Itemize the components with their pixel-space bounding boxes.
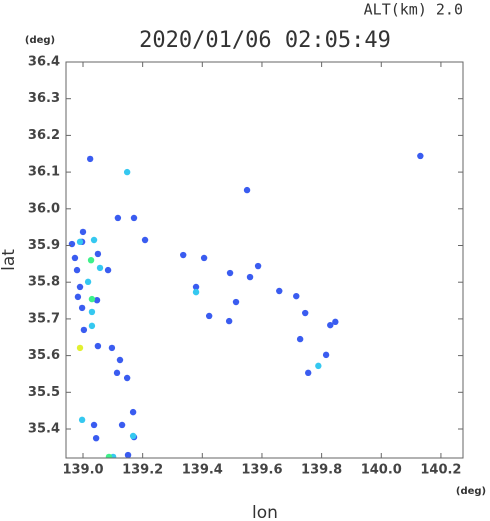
y-tick-label: 36.4 <box>28 55 60 70</box>
echo-point <box>293 292 300 300</box>
echo-point <box>108 344 116 352</box>
echo-point <box>78 304 86 312</box>
echo-point <box>93 296 101 304</box>
plot-frame <box>65 61 464 459</box>
y-tick-label: 35.5 <box>28 385 60 400</box>
echo-point <box>205 312 213 320</box>
echo-point <box>88 295 96 303</box>
echo-point <box>94 342 102 350</box>
echo-point <box>180 251 187 259</box>
echo-point <box>141 236 149 244</box>
echo-point <box>78 416 86 424</box>
x-tick-label: 139.0 <box>62 463 103 478</box>
y-tick-label: 35.4 <box>28 422 60 437</box>
echo-point <box>74 293 82 301</box>
y-axis-label: lat <box>0 249 19 271</box>
echo-point <box>113 369 121 377</box>
echo-point <box>90 236 98 244</box>
x-tick-label: 139.2 <box>122 463 163 478</box>
echo-point <box>332 318 339 326</box>
chart-title: 2020/01/06 02:05:49 <box>139 28 391 53</box>
echo-point <box>226 269 234 277</box>
echo-point <box>73 266 81 274</box>
echo-point <box>200 254 208 262</box>
echo-point <box>302 309 309 317</box>
echo-point <box>94 250 102 258</box>
echo-point <box>87 256 95 264</box>
echo-point <box>68 240 76 248</box>
echo-point <box>124 451 132 458</box>
echo-point <box>129 408 137 416</box>
plot-area <box>68 152 424 458</box>
echo-point <box>84 278 92 286</box>
echo-point <box>192 283 200 291</box>
y-tick-label: 36.2 <box>28 128 60 143</box>
echo-point <box>80 326 88 334</box>
y-tick-label: 36.1 <box>28 165 60 180</box>
echo-point <box>88 322 96 330</box>
echo-point <box>243 186 251 194</box>
echo-point <box>315 362 322 370</box>
x-unit: (deg) <box>456 486 486 497</box>
echo-point <box>254 262 262 270</box>
echo-point <box>76 238 84 246</box>
altitude: ALT(km) 2.0 <box>364 1 463 19</box>
y-tick-label: 35.8 <box>28 275 60 290</box>
echo-point <box>71 254 79 262</box>
echo-point <box>116 356 124 364</box>
echo-point <box>105 453 113 458</box>
echo-point <box>327 321 334 329</box>
echo-point <box>123 168 131 176</box>
x-tick-label: 140.2 <box>420 463 461 478</box>
echo-point <box>296 335 304 343</box>
echo-point <box>104 266 112 274</box>
echo-point <box>88 308 96 316</box>
echo-point <box>92 434 100 442</box>
y-tick-label: 35.6 <box>28 348 60 363</box>
echo-point <box>225 317 233 325</box>
y-tick-label: 36.0 <box>28 201 60 216</box>
echo-point <box>192 288 200 296</box>
echo-point <box>76 344 84 352</box>
echo-point <box>76 283 84 291</box>
echo-point <box>96 264 104 272</box>
y-tick-label: 35.9 <box>28 238 60 253</box>
echo-point <box>276 287 283 295</box>
echo-point <box>322 351 330 359</box>
echo-point <box>114 214 122 222</box>
x-axis-label: lon <box>252 503 278 521</box>
y-unit: (deg) <box>25 35 55 46</box>
y-tick-label: 36.3 <box>28 91 60 106</box>
echo-point <box>123 374 131 382</box>
echo-point <box>118 421 126 429</box>
echo-point <box>232 298 240 306</box>
echo-point <box>304 369 312 377</box>
echo-point <box>417 152 424 160</box>
x-tick-label: 140.0 <box>361 463 402 478</box>
echo-point <box>90 421 98 429</box>
echo-point <box>246 273 254 281</box>
echo-point <box>130 214 138 222</box>
y-tick-label: 35.7 <box>28 311 60 326</box>
x-tick-label: 139.8 <box>301 463 342 478</box>
echo-point <box>129 432 137 440</box>
echo-point <box>79 228 87 236</box>
x-tick-label: 139.4 <box>182 463 223 478</box>
x-tick-label: 139.6 <box>241 463 282 478</box>
echo-point <box>86 155 94 163</box>
